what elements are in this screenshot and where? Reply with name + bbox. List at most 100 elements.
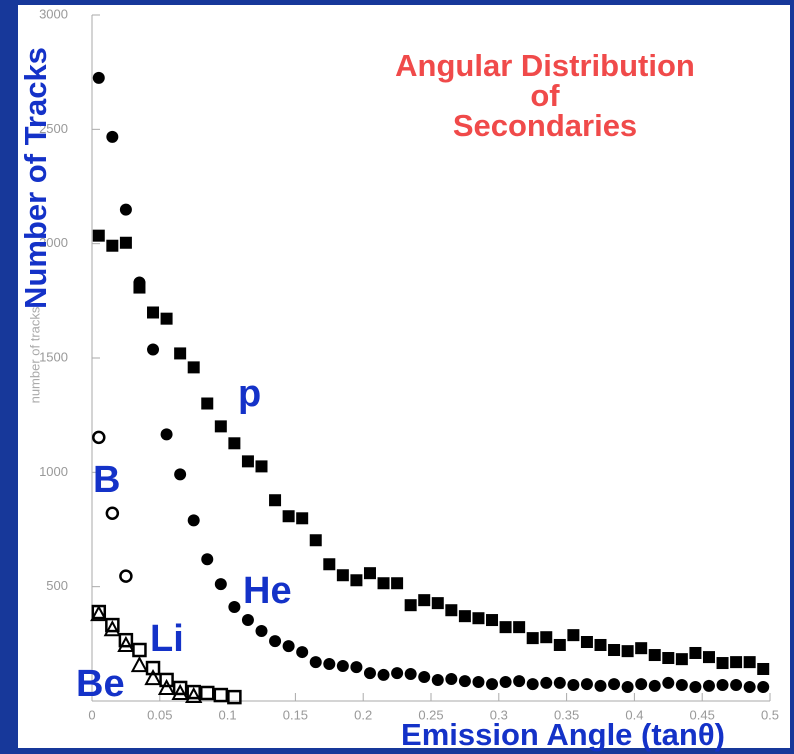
marker <box>241 455 254 468</box>
marker <box>228 601 241 614</box>
marker <box>213 687 229 703</box>
marker <box>105 506 120 521</box>
marker <box>92 71 105 84</box>
marker <box>241 614 254 627</box>
marker <box>526 632 539 645</box>
marker <box>363 567 376 580</box>
title-line: of <box>530 78 560 113</box>
x-tick-label: 0.3 <box>490 707 508 722</box>
marker <box>160 428 173 441</box>
marker <box>350 661 363 674</box>
marker <box>119 569 133 583</box>
marker <box>174 347 187 360</box>
marker <box>255 625 268 638</box>
marker <box>200 685 215 701</box>
marker <box>743 656 756 669</box>
marker <box>431 673 444 686</box>
marker <box>499 676 512 689</box>
marker <box>171 683 189 700</box>
series-label: He <box>243 570 292 612</box>
marker <box>635 642 648 655</box>
series-label: Be <box>76 663 125 705</box>
y-tick-label: 1000 <box>39 464 68 479</box>
marker <box>675 678 688 691</box>
marker <box>350 574 363 587</box>
marker <box>214 420 227 433</box>
marker <box>689 681 702 694</box>
series-label: B <box>93 459 120 501</box>
marker <box>608 644 621 657</box>
marker <box>282 510 295 523</box>
x-axis-label: Emission Angle (tanθ) <box>401 717 725 752</box>
marker <box>157 678 176 695</box>
marker <box>336 569 349 582</box>
marker <box>689 646 702 659</box>
marker <box>662 676 675 689</box>
marker <box>201 397 214 410</box>
marker <box>227 689 242 705</box>
x-tick-label: 0.15 <box>283 707 308 722</box>
x-tick-label: 0.05 <box>147 707 172 722</box>
marker <box>540 676 553 689</box>
marker <box>145 660 161 676</box>
marker <box>214 578 227 591</box>
marker <box>144 669 162 686</box>
marker <box>117 635 135 652</box>
marker <box>418 670 431 683</box>
marker <box>675 653 688 666</box>
marker <box>336 660 349 673</box>
y-tick-label: 3000 <box>39 6 68 21</box>
plot-background <box>18 5 790 748</box>
marker <box>580 678 593 691</box>
x-tick-label: 0 <box>88 707 95 722</box>
marker <box>282 640 295 653</box>
marker <box>621 645 634 658</box>
marker <box>486 614 499 627</box>
series-label: Li <box>150 618 184 660</box>
marker <box>553 676 566 689</box>
marker <box>92 229 105 242</box>
marker <box>458 610 471 623</box>
y-tick-label: 2000 <box>39 235 68 250</box>
marker <box>648 649 661 662</box>
x-tick-label: 0.2 <box>354 707 372 722</box>
marker <box>404 668 417 681</box>
marker <box>594 679 607 692</box>
faint-y-label: number of tracks <box>27 306 42 403</box>
marker <box>594 638 607 651</box>
marker <box>702 679 715 692</box>
x-tick-label: 0.25 <box>418 707 443 722</box>
marker <box>730 656 743 669</box>
marker <box>621 681 634 694</box>
marker <box>472 676 485 689</box>
marker <box>106 130 119 143</box>
x-tick-label: 0.1 <box>219 707 237 722</box>
marker <box>185 686 203 703</box>
marker <box>553 638 566 651</box>
marker <box>103 620 122 637</box>
marker <box>635 678 648 691</box>
marker <box>172 680 188 696</box>
x-tick-label: 0.4 <box>625 707 643 722</box>
y-tick-label: 500 <box>46 578 68 593</box>
marker <box>309 656 322 669</box>
marker <box>445 673 458 686</box>
y-tick-label: 1500 <box>39 349 68 364</box>
marker <box>648 679 661 692</box>
marker <box>160 312 173 325</box>
marker <box>662 652 675 665</box>
marker <box>147 306 160 319</box>
y-axis-label: Number of Tracks <box>18 47 53 309</box>
series-label: p <box>238 373 261 415</box>
marker <box>119 203 132 216</box>
marker <box>255 460 268 473</box>
marker <box>119 236 132 249</box>
marker <box>730 678 743 691</box>
marker <box>513 675 526 688</box>
marker <box>323 558 336 571</box>
marker <box>486 678 499 691</box>
marker <box>309 534 322 547</box>
x-tick-label: 0.35 <box>554 707 579 722</box>
marker <box>702 651 715 664</box>
